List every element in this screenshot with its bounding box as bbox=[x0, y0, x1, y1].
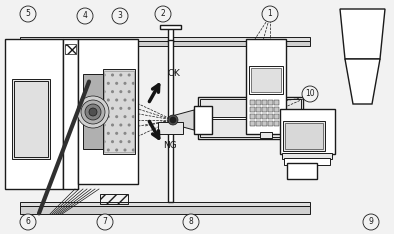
Bar bbox=[200, 119, 301, 137]
Bar bbox=[285, 123, 323, 149]
Bar bbox=[160, 25, 181, 29]
Text: 9: 9 bbox=[368, 217, 374, 227]
Circle shape bbox=[20, 6, 36, 22]
Bar bbox=[256, 107, 261, 112]
Bar bbox=[158, 122, 183, 134]
Text: 6: 6 bbox=[26, 217, 30, 227]
Bar bbox=[256, 100, 261, 105]
Circle shape bbox=[183, 214, 199, 230]
Bar bbox=[250, 100, 255, 105]
Polygon shape bbox=[172, 110, 194, 130]
Bar bbox=[274, 121, 279, 126]
Bar bbox=[63, 39, 78, 189]
Bar bbox=[168, 40, 173, 202]
Circle shape bbox=[77, 8, 93, 24]
Text: 2: 2 bbox=[161, 10, 165, 18]
Circle shape bbox=[262, 6, 278, 22]
Bar bbox=[14, 81, 48, 157]
Bar bbox=[287, 163, 317, 179]
Circle shape bbox=[20, 214, 36, 230]
Circle shape bbox=[89, 108, 97, 116]
Text: 7: 7 bbox=[102, 217, 108, 227]
Bar bbox=[20, 37, 310, 41]
Bar bbox=[251, 68, 281, 92]
Bar bbox=[5, 39, 63, 189]
Bar bbox=[200, 99, 301, 117]
Text: 8: 8 bbox=[189, 217, 193, 227]
Text: 10: 10 bbox=[305, 89, 315, 99]
Circle shape bbox=[302, 86, 318, 102]
Circle shape bbox=[112, 8, 128, 24]
Bar bbox=[262, 100, 267, 105]
Bar bbox=[194, 106, 212, 134]
Bar bbox=[262, 114, 267, 119]
Bar bbox=[274, 114, 279, 119]
Polygon shape bbox=[340, 9, 385, 59]
Circle shape bbox=[168, 115, 178, 125]
Bar bbox=[249, 66, 283, 94]
Bar bbox=[12, 79, 50, 159]
Circle shape bbox=[155, 6, 171, 22]
Bar bbox=[104, 71, 134, 152]
Text: 1: 1 bbox=[268, 10, 272, 18]
Bar bbox=[268, 121, 273, 126]
Circle shape bbox=[85, 104, 101, 120]
Bar bbox=[268, 100, 273, 105]
Bar bbox=[250, 107, 255, 112]
Bar bbox=[103, 69, 135, 154]
Bar bbox=[100, 194, 128, 204]
Circle shape bbox=[170, 117, 176, 123]
Bar bbox=[260, 132, 272, 138]
Circle shape bbox=[77, 96, 109, 128]
Bar bbox=[282, 153, 332, 159]
Text: 4: 4 bbox=[83, 11, 87, 21]
Polygon shape bbox=[345, 59, 380, 104]
Bar bbox=[20, 206, 310, 214]
Bar bbox=[20, 202, 310, 206]
Bar bbox=[198, 97, 303, 139]
Bar bbox=[78, 39, 138, 184]
Circle shape bbox=[97, 214, 113, 230]
Text: 5: 5 bbox=[26, 10, 30, 18]
Bar bbox=[284, 158, 330, 165]
Bar bbox=[262, 107, 267, 112]
Bar bbox=[250, 121, 255, 126]
Circle shape bbox=[363, 214, 379, 230]
Bar bbox=[65, 44, 76, 54]
Bar bbox=[268, 114, 273, 119]
Bar bbox=[280, 109, 335, 154]
Bar bbox=[283, 121, 325, 151]
Bar bbox=[246, 39, 286, 134]
Bar bbox=[274, 107, 279, 112]
Bar bbox=[20, 41, 310, 46]
Bar bbox=[262, 121, 267, 126]
Text: 3: 3 bbox=[117, 11, 123, 21]
Text: OK: OK bbox=[168, 69, 181, 78]
Bar bbox=[168, 27, 173, 42]
Circle shape bbox=[81, 100, 105, 124]
Bar bbox=[268, 107, 273, 112]
Bar bbox=[250, 114, 255, 119]
Bar bbox=[256, 121, 261, 126]
Bar bbox=[274, 100, 279, 105]
Bar bbox=[256, 114, 261, 119]
Text: NG: NG bbox=[163, 142, 177, 150]
Bar bbox=[83, 74, 103, 149]
